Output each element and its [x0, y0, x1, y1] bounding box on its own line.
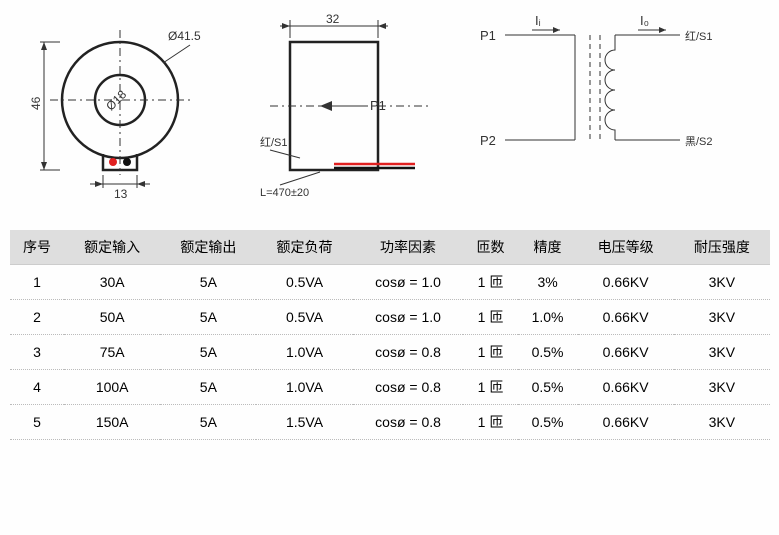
- table-cell: 0.5%: [518, 335, 578, 370]
- th-8: 耐压强度: [674, 230, 770, 265]
- sch-s1: 红/S1: [685, 30, 713, 43]
- sch-p2: P2: [480, 133, 496, 148]
- table-cell: 5A: [160, 335, 256, 370]
- sch-io: I₀: [640, 13, 649, 28]
- table-row: 375A5A1.0VAcosø = 0.81 匝0.5%0.66KV3KV: [10, 335, 770, 370]
- table-cell: cosø = 1.0: [353, 300, 464, 335]
- th-6: 精度: [518, 230, 578, 265]
- th-3: 额定负荷: [256, 230, 352, 265]
- th-0: 序号: [10, 230, 64, 265]
- table-cell: 0.5%: [518, 370, 578, 405]
- table-cell: 1 匝: [463, 265, 517, 300]
- th-7: 电压等级: [578, 230, 674, 265]
- table-cell: 3%: [518, 265, 578, 300]
- table-cell: 5A: [160, 405, 256, 440]
- table-row: 5150A5A1.5VAcosø = 0.81 匝0.5%0.66KV3KV: [10, 405, 770, 440]
- table-cell: 1.5VA: [256, 405, 352, 440]
- table-cell: 3KV: [674, 300, 770, 335]
- table-cell: cosø = 1.0: [353, 265, 464, 300]
- table-cell: 5A: [160, 265, 256, 300]
- table-cell: 5: [10, 405, 64, 440]
- table-cell: 5A: [160, 300, 256, 335]
- table-cell: 0.66KV: [578, 335, 674, 370]
- table-cell: cosø = 0.8: [353, 335, 464, 370]
- schematic-view: P1 P2 Iᵢ I₀ 红/S1 黑/S2: [480, 10, 720, 160]
- table-cell: 2: [10, 300, 64, 335]
- table-cell: 1: [10, 265, 64, 300]
- table-cell: 1 匝: [463, 370, 517, 405]
- side-red-s1: 红/S1: [260, 136, 288, 149]
- table-cell: 0.66KV: [578, 370, 674, 405]
- front-view: Ø41.5 Ø18 46 13: [10, 10, 240, 200]
- outer-dia-label: Ø41.5: [168, 29, 201, 43]
- table-cell: 0.66KV: [578, 265, 674, 300]
- table-cell: 30A: [64, 265, 160, 300]
- table-cell: 4: [10, 370, 64, 405]
- th-2: 额定输出: [160, 230, 256, 265]
- table-cell: 0.5%: [518, 405, 578, 440]
- table-cell: 3: [10, 335, 64, 370]
- table-cell: 50A: [64, 300, 160, 335]
- table-cell: 75A: [64, 335, 160, 370]
- table-cell: 3KV: [674, 335, 770, 370]
- table-cell: 3KV: [674, 370, 770, 405]
- table-cell: 0.5VA: [256, 265, 352, 300]
- table-row: 250A5A0.5VAcosø = 1.01 匝1.0%0.66KV3KV: [10, 300, 770, 335]
- table-cell: cosø = 0.8: [353, 405, 464, 440]
- table-cell: 0.66KV: [578, 300, 674, 335]
- table-cell: 1 匝: [463, 335, 517, 370]
- th-1: 额定输入: [64, 230, 160, 265]
- height-label: 46: [29, 96, 43, 110]
- table-cell: cosø = 0.8: [353, 370, 464, 405]
- table-cell: 1 匝: [463, 300, 517, 335]
- side-leadlen: L=470±20: [260, 187, 309, 199]
- table-cell: 150A: [64, 405, 160, 440]
- table-cell: 1.0%: [518, 300, 578, 335]
- side-p1-label: P1: [370, 98, 386, 113]
- table-cell: 1.0VA: [256, 370, 352, 405]
- inner-dia-label: Ø18: [103, 87, 129, 113]
- spec-table: 序号 额定输入 额定输出 额定负荷 功率因素 匝数 精度 电压等级 耐压强度 1…: [10, 230, 770, 440]
- table-cell: 0.5VA: [256, 300, 352, 335]
- table-row: 4100A5A1.0VAcosø = 0.81 匝0.5%0.66KV3KV: [10, 370, 770, 405]
- sch-s2: 黑/S2: [685, 135, 713, 148]
- diagram-area: Ø41.5 Ø18 46 13: [10, 10, 769, 200]
- table-cell: 0.66KV: [578, 405, 674, 440]
- foot-width-label: 13: [114, 187, 128, 201]
- table-cell: 3KV: [674, 265, 770, 300]
- sch-ii: Iᵢ: [535, 13, 541, 28]
- th-5: 匝数: [463, 230, 517, 265]
- table-row: 130A5A0.5VAcosø = 1.01 匝3%0.66KV3KV: [10, 265, 770, 300]
- side-view: P1 32 红/S1 L=470±20: [260, 10, 460, 200]
- th-4: 功率因素: [353, 230, 464, 265]
- table-cell: 1 匝: [463, 405, 517, 440]
- table-cell: 3KV: [674, 405, 770, 440]
- table-header-row: 序号 额定输入 额定输出 额定负荷 功率因素 匝数 精度 电压等级 耐压强度: [10, 230, 770, 265]
- sch-p1: P1: [480, 28, 496, 43]
- table-cell: 1.0VA: [256, 335, 352, 370]
- side-width-label: 32: [326, 12, 340, 26]
- table-cell: 5A: [160, 370, 256, 405]
- table-cell: 100A: [64, 370, 160, 405]
